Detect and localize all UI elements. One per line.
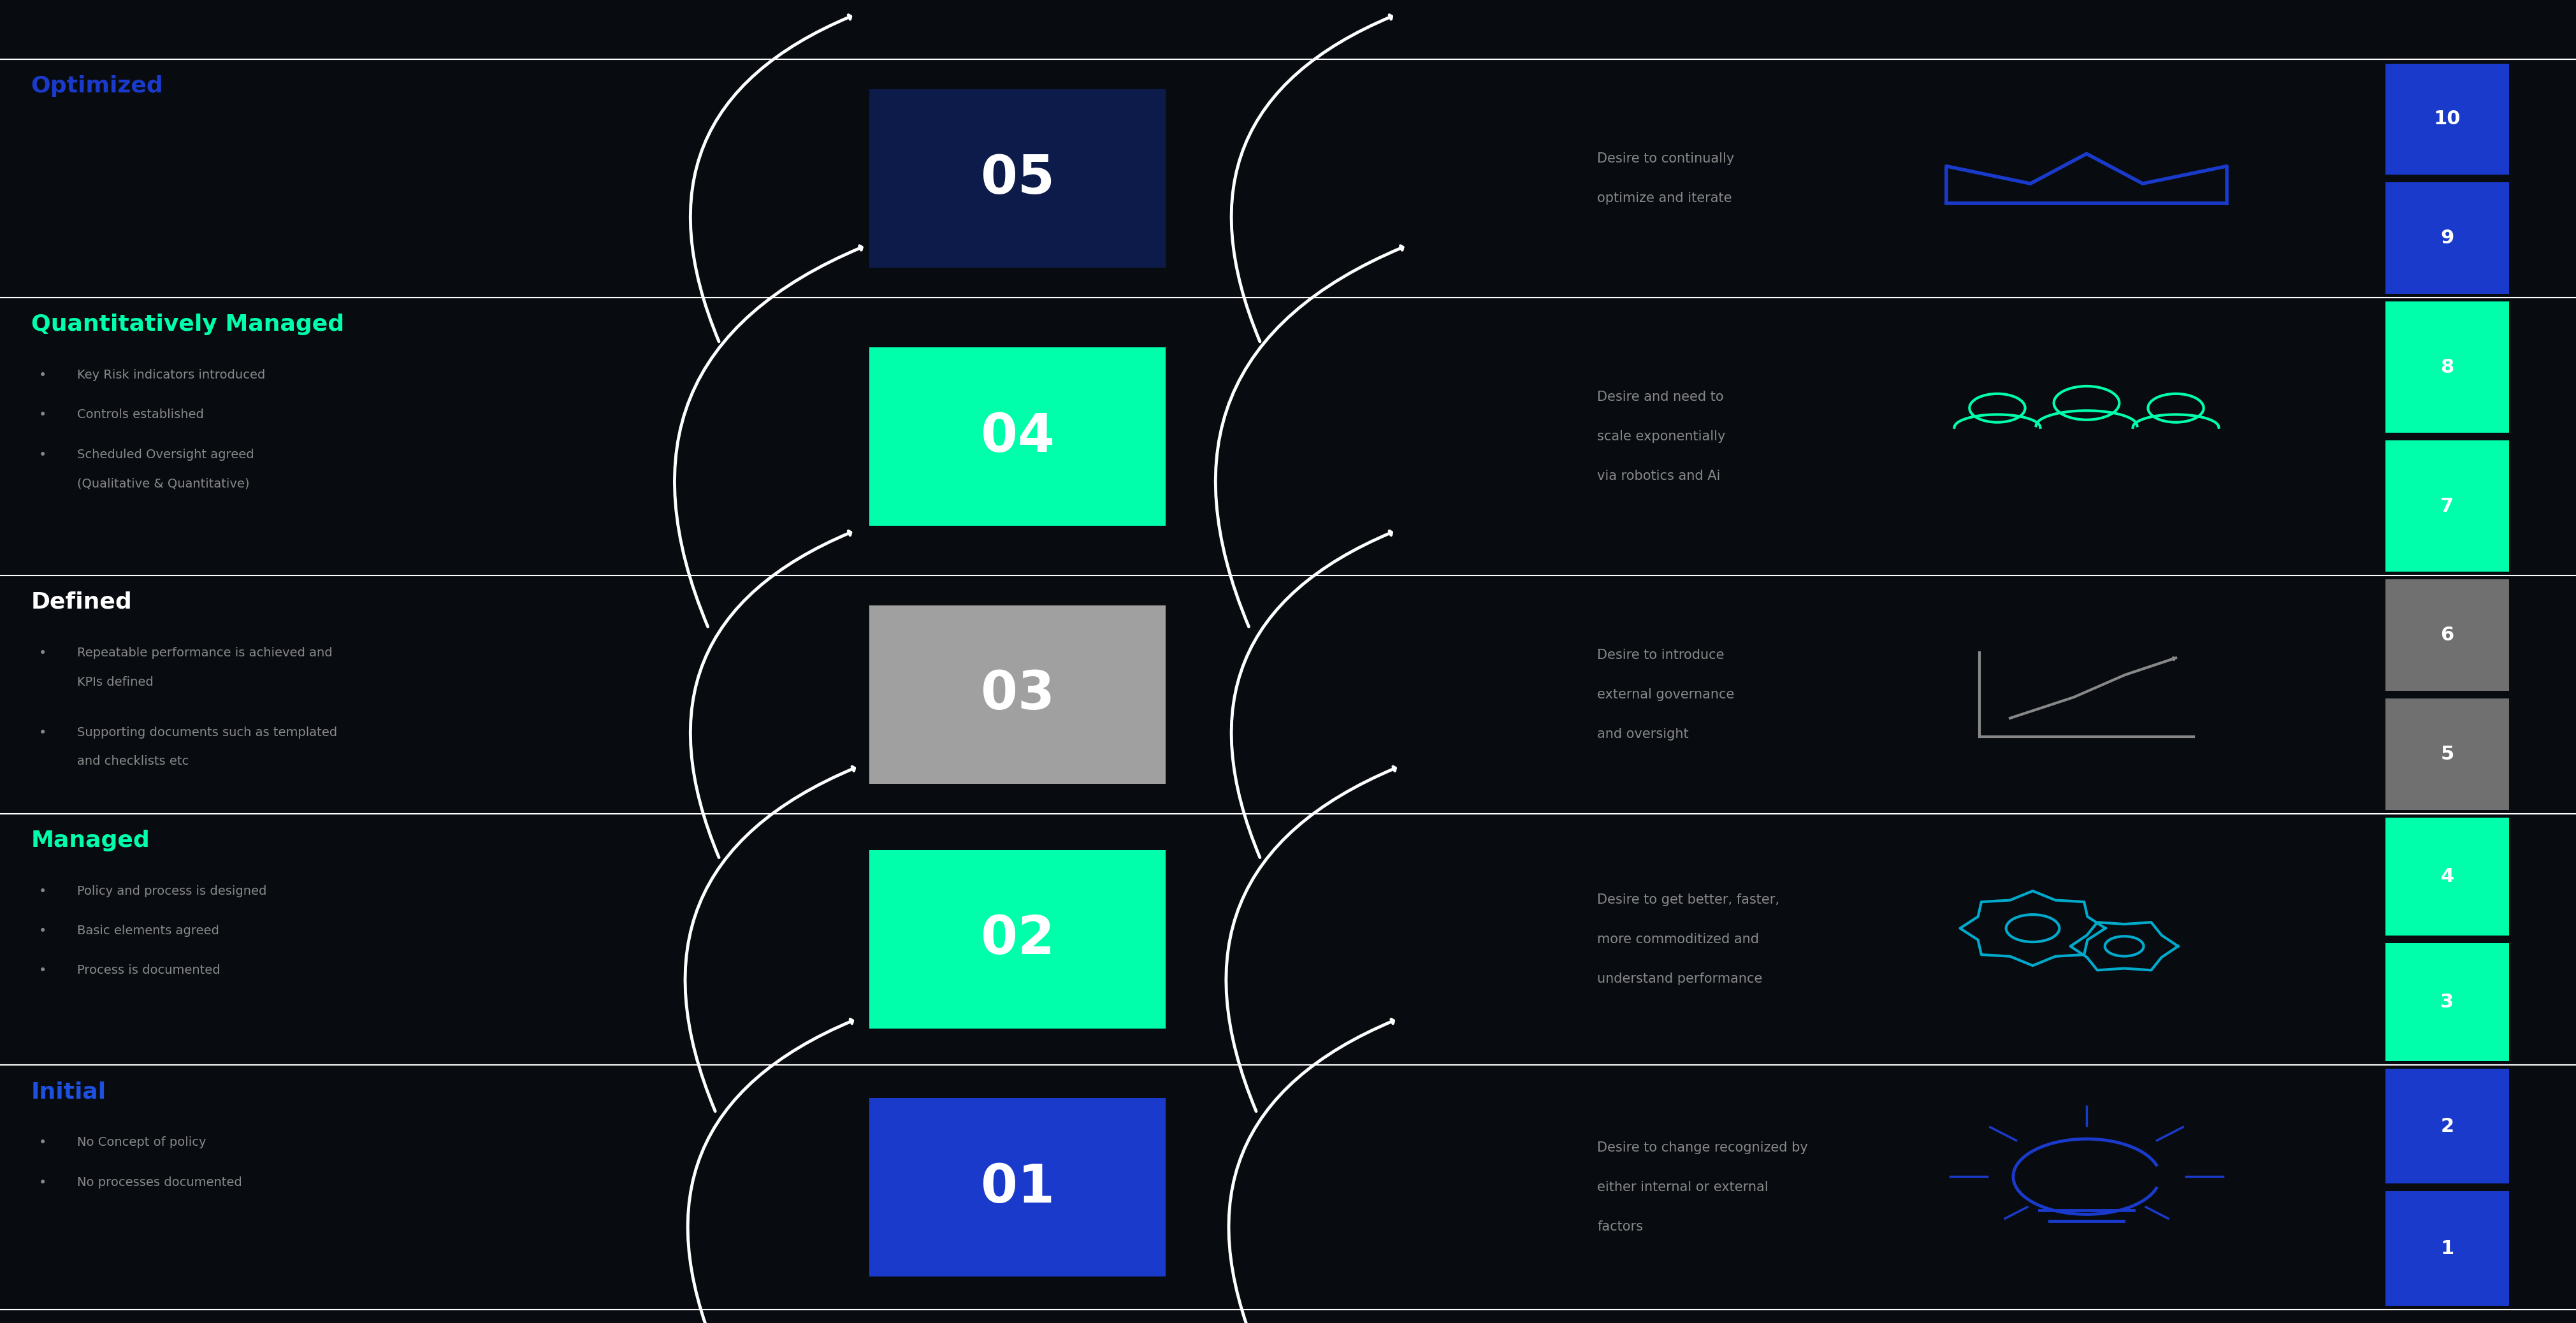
FancyBboxPatch shape xyxy=(871,849,1167,1029)
Text: Optimized: Optimized xyxy=(31,75,162,97)
Text: No Concept of policy: No Concept of policy xyxy=(77,1136,206,1148)
Text: Supporting documents such as templated: Supporting documents such as templated xyxy=(77,726,337,738)
Text: and oversight: and oversight xyxy=(1597,728,1690,741)
FancyBboxPatch shape xyxy=(2385,699,2509,810)
Text: Policy and process is designed: Policy and process is designed xyxy=(77,885,268,897)
Text: Desire to continually: Desire to continually xyxy=(1597,152,1734,165)
Text: 05: 05 xyxy=(981,152,1054,205)
Text: Desire to get better, faster,: Desire to get better, faster, xyxy=(1597,893,1780,906)
FancyBboxPatch shape xyxy=(2385,1191,2509,1306)
FancyBboxPatch shape xyxy=(2385,64,2509,175)
Text: 04: 04 xyxy=(981,410,1054,463)
FancyBboxPatch shape xyxy=(2385,183,2509,294)
Text: 4: 4 xyxy=(2439,868,2455,885)
Text: external governance: external governance xyxy=(1597,688,1734,701)
Text: 02: 02 xyxy=(981,913,1054,966)
Text: Desire to change recognized by: Desire to change recognized by xyxy=(1597,1142,1808,1154)
Text: Quantitatively Managed: Quantitatively Managed xyxy=(31,314,345,335)
Text: scale exponentially: scale exponentially xyxy=(1597,430,1726,443)
Text: Managed: Managed xyxy=(31,830,149,851)
FancyBboxPatch shape xyxy=(2385,1069,2509,1183)
Text: 6: 6 xyxy=(2439,626,2455,644)
Text: •: • xyxy=(39,448,46,462)
Text: KPIs defined: KPIs defined xyxy=(77,676,155,688)
Text: •: • xyxy=(39,1136,46,1150)
FancyBboxPatch shape xyxy=(871,606,1167,783)
Text: 5: 5 xyxy=(2439,745,2455,763)
Text: and checklists etc: and checklists etc xyxy=(77,755,188,767)
Text: Desire to introduce: Desire to introduce xyxy=(1597,648,1723,662)
FancyBboxPatch shape xyxy=(871,348,1167,527)
Text: 7: 7 xyxy=(2439,497,2455,515)
Text: 03: 03 xyxy=(981,668,1054,721)
FancyBboxPatch shape xyxy=(871,1098,1167,1277)
Text: 1: 1 xyxy=(2439,1240,2455,1258)
Text: 8: 8 xyxy=(2439,359,2455,376)
Text: •: • xyxy=(39,369,46,382)
Text: (Qualitative & Quantitative): (Qualitative & Quantitative) xyxy=(77,478,250,490)
Text: •: • xyxy=(39,726,46,740)
Text: •: • xyxy=(39,885,46,898)
Text: via robotics and Ai: via robotics and Ai xyxy=(1597,470,1721,483)
Text: optimize and iterate: optimize and iterate xyxy=(1597,192,1731,205)
Text: 10: 10 xyxy=(2434,110,2460,128)
Text: Scheduled Oversight agreed: Scheduled Oversight agreed xyxy=(77,448,255,460)
Text: Repeatable performance is achieved and: Repeatable performance is achieved and xyxy=(77,647,332,659)
Text: more commoditized and: more commoditized and xyxy=(1597,933,1759,946)
FancyBboxPatch shape xyxy=(2385,302,2509,433)
Text: Basic elements agreed: Basic elements agreed xyxy=(77,925,219,937)
FancyBboxPatch shape xyxy=(2385,943,2509,1061)
Text: Controls established: Controls established xyxy=(77,409,204,421)
Text: •: • xyxy=(39,1176,46,1189)
Text: 2: 2 xyxy=(2439,1117,2455,1135)
FancyBboxPatch shape xyxy=(2385,441,2509,572)
Text: •: • xyxy=(39,925,46,938)
FancyBboxPatch shape xyxy=(2385,818,2509,935)
Text: •: • xyxy=(39,964,46,978)
Text: No processes documented: No processes documented xyxy=(77,1176,242,1188)
Text: Initial: Initial xyxy=(31,1081,106,1102)
Text: either internal or external: either internal or external xyxy=(1597,1181,1767,1193)
Text: Key Risk indicators introduced: Key Risk indicators introduced xyxy=(77,369,265,381)
FancyBboxPatch shape xyxy=(871,90,1167,267)
Text: 9: 9 xyxy=(2439,229,2455,247)
Text: 01: 01 xyxy=(981,1162,1054,1213)
Text: •: • xyxy=(39,647,46,660)
Text: Process is documented: Process is documented xyxy=(77,964,222,976)
FancyBboxPatch shape xyxy=(2385,579,2509,691)
Text: Defined: Defined xyxy=(31,591,131,613)
Text: understand performance: understand performance xyxy=(1597,972,1762,986)
Text: •: • xyxy=(39,409,46,422)
Text: Desire and need to: Desire and need to xyxy=(1597,390,1723,404)
Text: 3: 3 xyxy=(2439,994,2455,1011)
Text: factors: factors xyxy=(1597,1221,1643,1233)
